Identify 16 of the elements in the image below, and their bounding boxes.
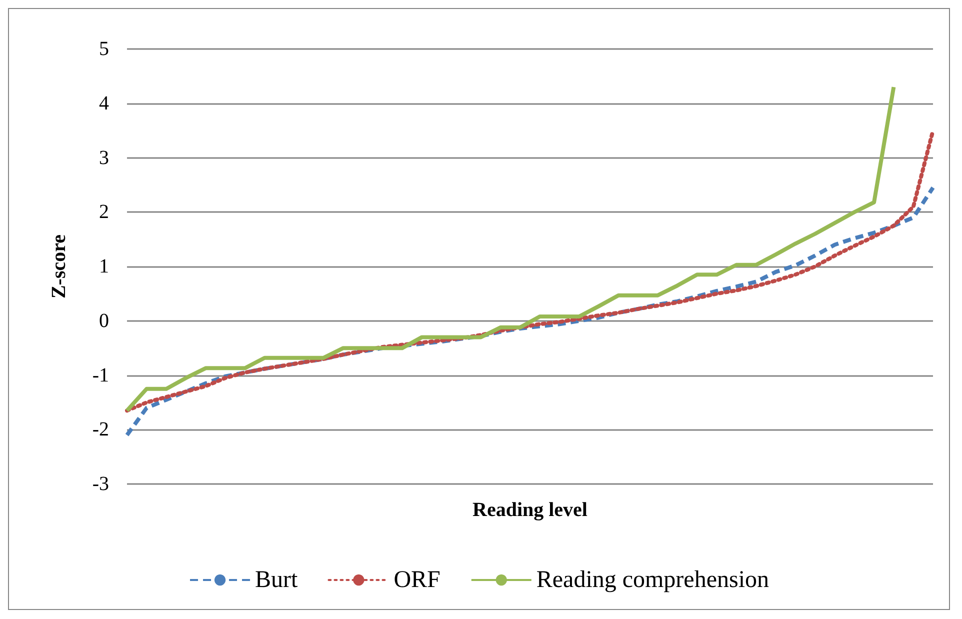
legend-label: ORF bbox=[394, 567, 440, 593]
y-tick-label: 1 bbox=[99, 256, 109, 278]
y-tick-label: 2 bbox=[99, 201, 109, 224]
legend-label: Burt bbox=[255, 567, 298, 593]
y-tick-label: -3 bbox=[92, 473, 109, 495]
y-tick-label: 4 bbox=[99, 92, 109, 114]
y-tick-label: -1 bbox=[92, 364, 109, 386]
line-series bbox=[125, 186, 935, 438]
legend-label: Reading comprehension bbox=[536, 567, 769, 593]
y-tick-label: -2 bbox=[92, 418, 109, 441]
y-tick-label: 3 bbox=[99, 146, 109, 169]
y-axis-title: Z-score bbox=[48, 234, 70, 299]
y-tick-label: 5 bbox=[99, 38, 109, 60]
x-axis-title: Reading level bbox=[472, 499, 588, 521]
line-series bbox=[125, 85, 896, 413]
y-tick-label: 0 bbox=[99, 310, 109, 332]
